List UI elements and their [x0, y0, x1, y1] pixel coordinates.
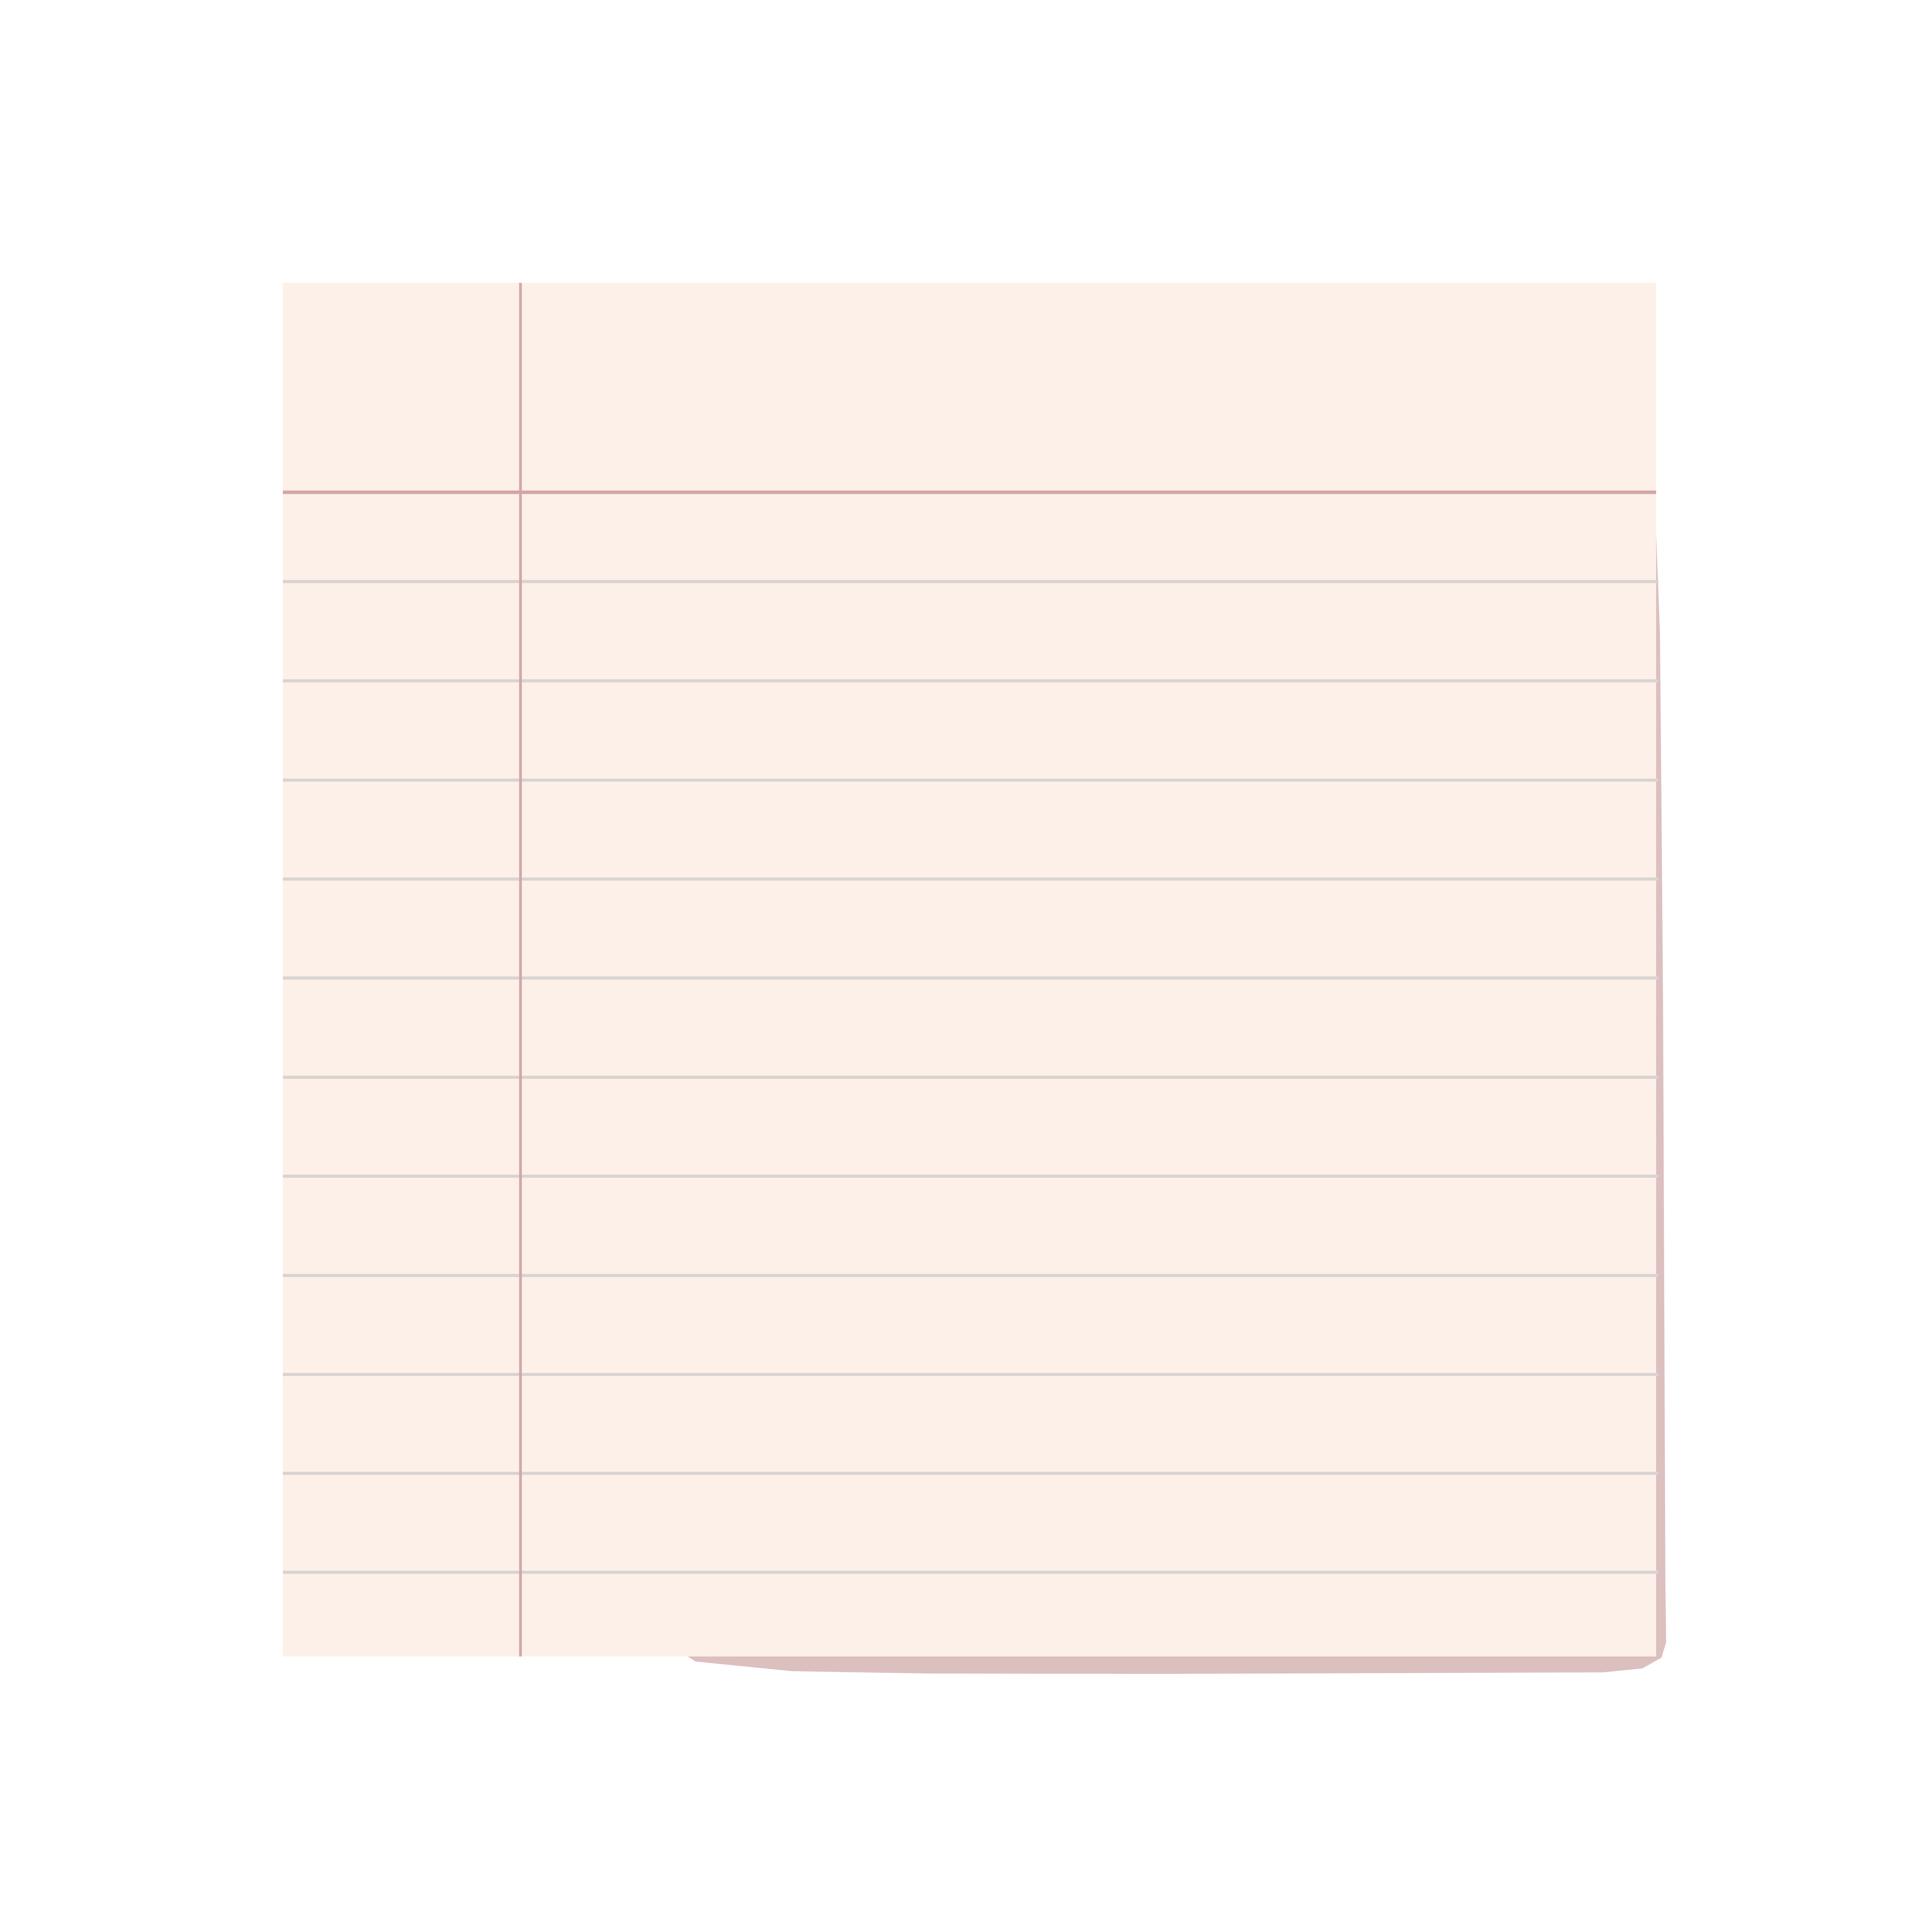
paper-sheet [283, 283, 1656, 1656]
ruled-lines [283, 580, 1658, 1574]
